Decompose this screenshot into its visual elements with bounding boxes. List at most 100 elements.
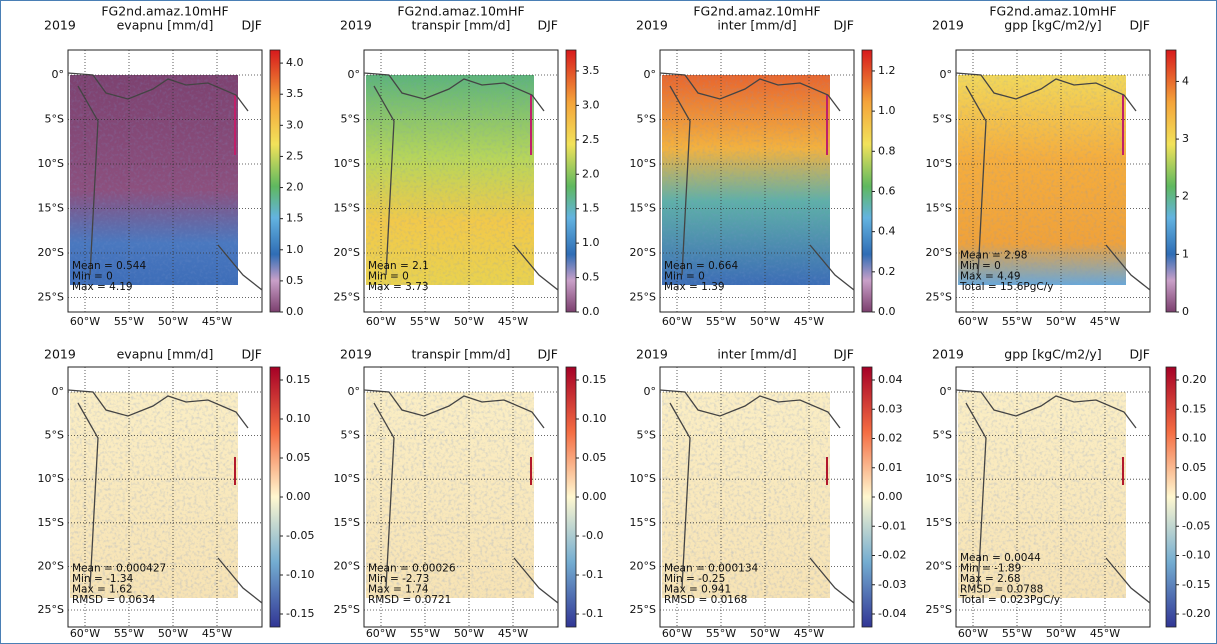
stat-line: Min = -2.73 [368, 573, 429, 585]
lon-label: 45°W [794, 627, 824, 640]
lat-label: 0° [52, 385, 65, 398]
lat-label: 15°S [38, 516, 64, 529]
panel-variable: gpp [kgC/m2/y] [1004, 347, 1101, 362]
lon-label: 55°W [1002, 627, 1032, 640]
lat-label: 15°S [334, 202, 360, 215]
colorbar-tick-label: 2.5 [582, 133, 600, 146]
data-field-texture [958, 75, 1126, 285]
colorbar-tick-label: 0.03 [878, 402, 903, 415]
lon-label: 50°W [1046, 315, 1076, 328]
panel-year: 2019 [44, 18, 76, 33]
lon-label: 45°W [794, 315, 824, 328]
colorbar-tick-label: 1.0 [286, 243, 304, 256]
colorbar-tick-label: -0.10 [1182, 549, 1210, 562]
lat-label: 15°S [334, 516, 360, 529]
lon-label: 50°W [750, 627, 780, 640]
lon-label: 50°W [158, 627, 188, 640]
stat-line: Mean = 0.664 [664, 260, 738, 272]
panel-year: 2019 [636, 18, 668, 33]
colorbar-tick-label: 0 [1182, 305, 1189, 318]
lat-label: 10°S [630, 472, 656, 485]
colorbar-tick-label: -0.15 [286, 607, 314, 620]
lat-label: 10°S [334, 472, 360, 485]
colorbar-tick-label: -0.05 [1182, 519, 1210, 532]
lat-label: 5°S [637, 429, 656, 442]
colorbar-tick-label: -0.20 [1182, 607, 1210, 620]
colorbar [1165, 366, 1177, 628]
data-field-texture [70, 392, 238, 598]
stat-line: Max = 0.941 [664, 584, 731, 596]
lon-label: 55°W [410, 627, 440, 640]
lon-label: 50°W [454, 627, 484, 640]
lat-label: 5°S [341, 429, 360, 442]
lon-label: 45°W [202, 315, 232, 328]
map-panel: FG2nd.amaz.10mHF 2019 gpp [kgC/m2/y] DJF 0° 5… [926, 4, 1189, 329]
colorbar-tick-label: 0.00 [878, 490, 903, 503]
lon-label: 50°W [1046, 627, 1076, 640]
stat-line: RMSD = 0.0634 [72, 594, 156, 606]
lon-label: 60°W [366, 315, 396, 328]
colorbar-tick-label: 3.5 [286, 87, 304, 100]
panel-season: DJF [537, 347, 558, 362]
lat-label: 10°S [630, 157, 656, 170]
lat-label: 5°S [933, 429, 952, 442]
lon-label: 55°W [114, 315, 144, 328]
colorbar-tick-label: 0.05 [582, 451, 607, 464]
colorbar-tick-label: 1.2 [878, 64, 896, 77]
lon-label: 60°W [70, 627, 100, 640]
stat-line: Min = 0 [368, 271, 409, 283]
colorbar-tick-label: 0.8 [878, 144, 896, 157]
lat-label: 25°S [630, 291, 656, 304]
stat-line: Max = 4.19 [72, 281, 133, 293]
lat-label: 0° [348, 385, 361, 398]
lat-label: 25°S [334, 603, 360, 616]
field-strip [234, 95, 236, 155]
stat-line: Mean = 0.000134 [664, 563, 759, 575]
lat-label: 20°S [926, 559, 952, 572]
lat-label: 25°S [38, 291, 64, 304]
colorbar [861, 49, 873, 313]
coastline [955, 72, 1151, 291]
coastline [363, 72, 559, 291]
lat-label: 5°S [637, 113, 656, 126]
colorbar [861, 366, 873, 628]
stat-line: Max = 1.74 [368, 584, 429, 596]
colorbar-tick-label: 4 [1182, 74, 1189, 87]
lat-label: 25°S [630, 603, 656, 616]
lat-label: 25°S [38, 603, 64, 616]
data-field-texture [366, 392, 534, 598]
stat-line: Total = 15.6PgC/y [959, 281, 1053, 293]
map-panel: 2019 inter [mm/d] DJF 0° 5°S 10°S 15°S 20°S 25°S… [630, 347, 907, 641]
stat-line: Min = -0.25 [664, 573, 725, 585]
panel-variable: evapnu [mm/d] [117, 18, 214, 33]
colorbar-tick-label: 0.5 [286, 274, 304, 287]
colorbar-tick-label: 3.0 [286, 118, 304, 131]
lat-label: 20°S [38, 559, 64, 572]
lon-label: 60°W [958, 627, 988, 640]
coastline [955, 389, 1151, 604]
colorbar-tick-label: 0.0 [286, 305, 304, 318]
colorbar-tick-label: -0.01 [878, 519, 906, 532]
panel-season: DJF [241, 347, 262, 362]
lat-label: 20°S [926, 246, 952, 259]
colorbar-tick-label: 0.5 [582, 271, 600, 284]
stat-line: Min = 0 [664, 271, 705, 283]
colorbar-tick-label: 1.0 [878, 104, 896, 117]
colorbar-tick-label: 1.0 [582, 236, 600, 249]
colorbar-tick-label: 2.0 [286, 181, 304, 194]
stat-line: RMSD = 0.0788 [960, 584, 1043, 596]
lon-label: 60°W [366, 627, 396, 640]
map-panel: FG2nd.amaz.10mHF 2019 evapnu [mm/d] DJF 0° 5°… [38, 4, 304, 329]
data-field-texture [70, 75, 238, 285]
stat-line: RMSD = 0.0168 [664, 594, 747, 606]
panel-year: 2019 [636, 347, 668, 362]
colorbar-tick-label: 0.10 [286, 412, 311, 425]
field-strip [530, 95, 532, 155]
panel-year: 2019 [44, 347, 76, 362]
lon-label: 55°W [1002, 315, 1032, 328]
colorbar-tick-label: 0.20 [1182, 373, 1207, 386]
field-strip [1122, 457, 1124, 485]
colorbar [565, 366, 577, 628]
panel-variable: transpir [mm/d] [412, 347, 511, 362]
